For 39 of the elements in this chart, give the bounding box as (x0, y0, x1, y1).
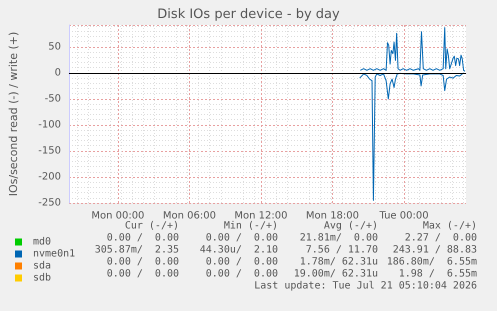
text: Min (-/+) (224, 220, 278, 232)
legend-label: md0 (33, 236, 52, 248)
chart-title: Disk IOs per device - by day (157, 7, 340, 22)
text: Cur (-/+) (124, 220, 180, 232)
y-tick-label: -250 (38, 198, 61, 208)
text: 0.00 / 0.00 (206, 268, 278, 280)
text: 305.87m/ 2.35 (94, 244, 180, 256)
legend-label: nvme0n1 (33, 248, 76, 260)
text: 0.00 / 0.00 (206, 232, 278, 244)
x-tick-label: Mon 18:00 (306, 210, 360, 222)
x-tick-label: Mon 00:00 (91, 210, 144, 222)
y-axis-title: IOs/second read (-) / write (+) (7, 32, 20, 196)
y-tick-label: -100 (38, 119, 61, 130)
text: 7.56 / 11.70 (306, 244, 378, 256)
text: Avg (-/+) (324, 220, 378, 232)
text: 243.91 / 88.83 (392, 244, 478, 256)
text: 44.30u/ 2.10 (200, 244, 278, 256)
x-tick-label: Mon 12:00 (234, 210, 288, 222)
legend-label: sda (33, 260, 52, 272)
text: 0.00 / 0.00 (106, 232, 180, 244)
x-tick-label: Mon 06:00 (162, 210, 216, 222)
text: 0.00 / 0.00 (106, 268, 180, 280)
text: Last update: Tue Jul 21 05:10:04 2026 (254, 280, 478, 292)
x-tick-label: Tue 00:00 (378, 210, 429, 222)
text: Max (-/+) (422, 220, 478, 232)
y-tick-label: -150 (38, 145, 61, 156)
text: 186.80m/ 6.55m (386, 256, 478, 268)
text: 1.98 / 6.55m (398, 268, 478, 280)
legend-label: sdb (33, 272, 52, 284)
text: 21.81m/ 0.00 (300, 232, 378, 244)
text: 0.00 / 0.00 (106, 256, 180, 268)
y-tick-label: 50 (48, 41, 61, 52)
text: 19.00m/ 62.31u (294, 268, 378, 280)
y-tick-label: -50 (44, 93, 61, 104)
text: 0.00 / 0.00 (206, 256, 278, 268)
text: 2.27 / 0.00 (404, 232, 478, 244)
text: 1.78m/ 62.31u (300, 256, 378, 268)
y-tick-label: 0 (54, 67, 61, 78)
y-tick-label: -200 (38, 171, 61, 182)
